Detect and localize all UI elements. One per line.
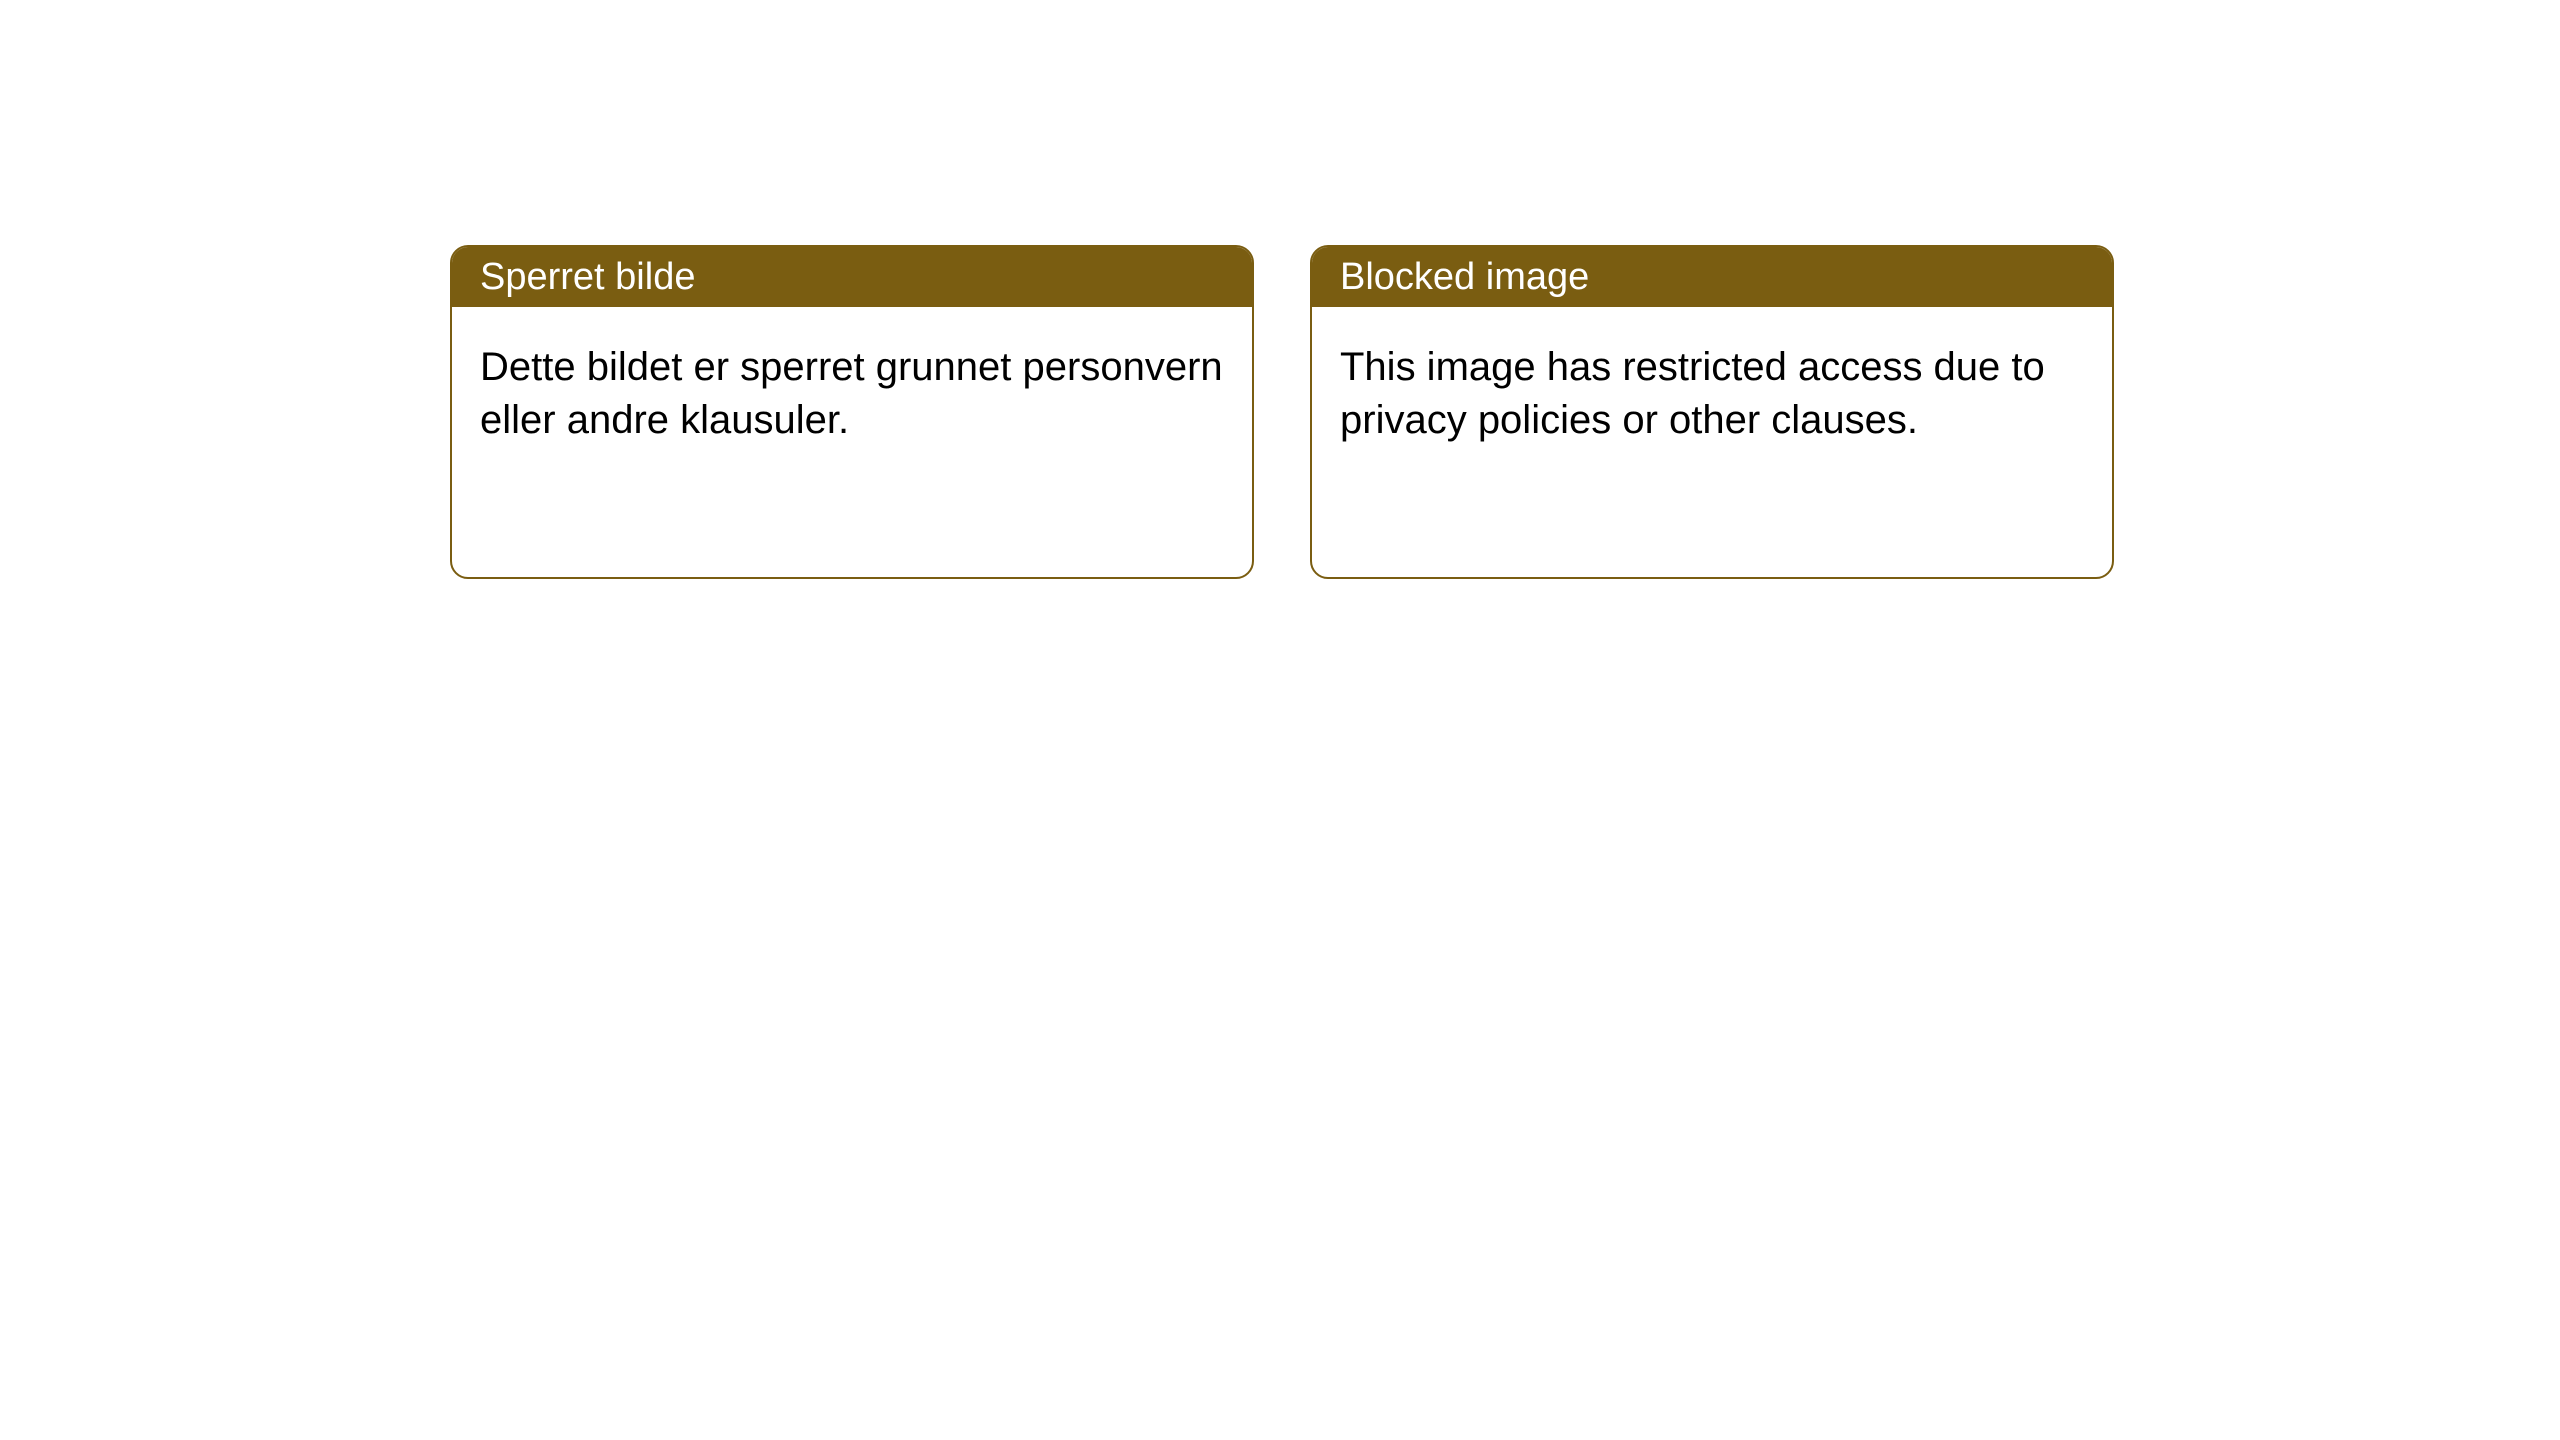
card-body-english: This image has restricted access due to … <box>1312 307 2112 481</box>
card-body-norwegian: Dette bildet er sperret grunnet personve… <box>452 307 1252 481</box>
notice-card-english: Blocked image This image has restricted … <box>1310 245 2114 579</box>
notice-card-norwegian: Sperret bilde Dette bildet er sperret gr… <box>450 245 1254 579</box>
blocked-image-notice-group: Sperret bilde Dette bildet er sperret gr… <box>450 245 2114 579</box>
card-header-norwegian: Sperret bilde <box>452 247 1252 307</box>
card-header-english: Blocked image <box>1312 247 2112 307</box>
